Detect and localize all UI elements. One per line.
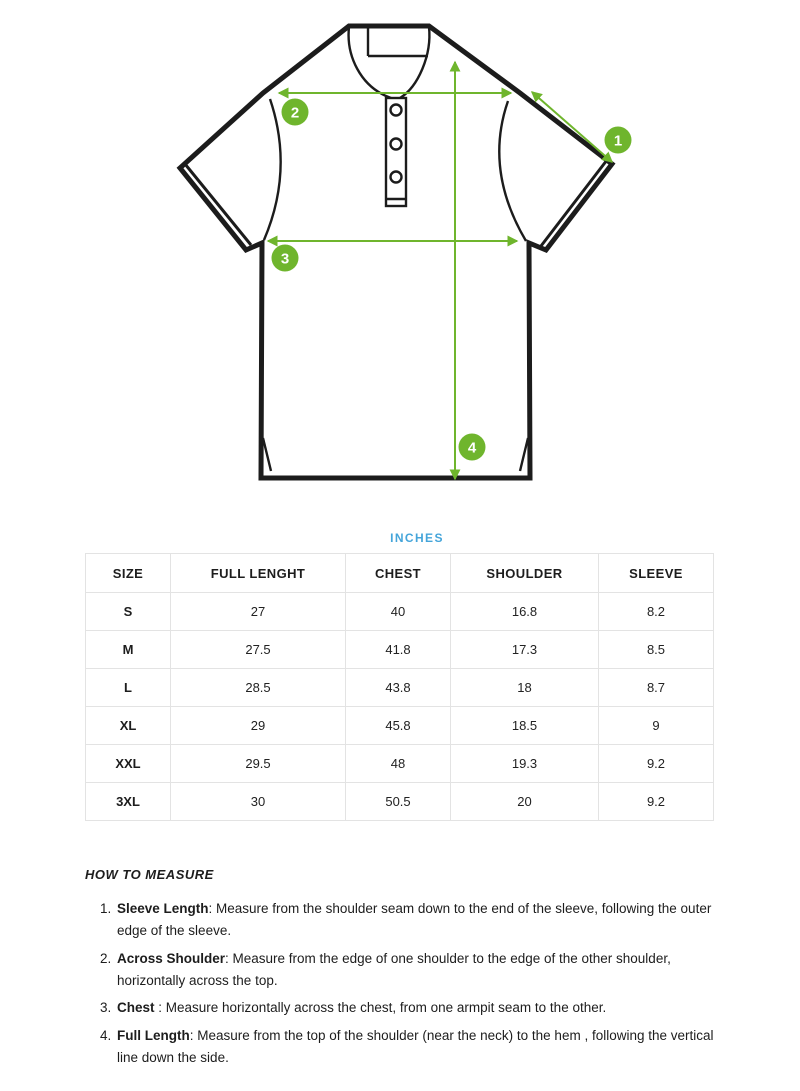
measure-text: : Measure from the top of the shoulder (…: [117, 1028, 714, 1066]
table-row: 3XL 30 50.5 20 9.2: [85, 782, 714, 821]
how-to-measure-list: Sleeve Length: Measure from the shoulder…: [85, 898, 715, 1069]
callout-1-badge: 1: [604, 126, 632, 154]
svg-text:2: 2: [291, 104, 299, 121]
table-row: S 27 40 16.8 8.2: [85, 592, 714, 631]
size-chart-table: SIZE FULL LENGHT CHEST SHOULDER SLEEVE S 27 40…: [85, 553, 714, 821]
column-header: SIZE: [85, 553, 171, 593]
left-hem-vent: [261, 437, 273, 472]
callout-4-badge: 4: [458, 433, 486, 461]
value-cell: 50.5: [345, 782, 451, 821]
value-cell: 45.8: [345, 706, 451, 745]
value-cell: 27: [170, 592, 346, 631]
size-chart-body: S 27 40 16.8 8.2 M 27.5 41.8 17.3 8.5 L 28.5 43.8 18 8…: [85, 592, 714, 821]
value-cell: 28.5: [170, 668, 346, 707]
svg-text:1: 1: [614, 132, 622, 149]
measure-instruction: Full Length: Measure from the top of the…: [115, 1025, 715, 1069]
polo-shirt-diagram: 1 2 3 4: [176, 23, 632, 481]
callout-2-badge: 2: [281, 98, 309, 126]
sleeve-arrow: [530, 91, 614, 163]
measure-term: Sleeve Length: [117, 901, 209, 916]
value-cell: 8.7: [598, 668, 714, 707]
value-cell: 30: [170, 782, 346, 821]
value-cell: 8.5: [598, 630, 714, 669]
measure-term: Chest: [117, 1000, 155, 1016]
measure-term: Full Length: [117, 1028, 190, 1044]
right-armhole-seam: [498, 100, 528, 242]
measure-instruction: Across Shoulder: Measure from the edge o…: [115, 948, 715, 992]
svg-text:3: 3: [281, 250, 289, 267]
table-row: XL 29 45.8 18.5 9: [85, 706, 714, 745]
right-hem-vent: [518, 437, 530, 472]
size-cell: S: [85, 592, 171, 631]
how-to-measure-section: HOW TO MEASURE Sleeve Length: Measure fr…: [85, 867, 715, 1069]
buttons: [389, 103, 403, 184]
column-header: SLEEVE: [598, 553, 714, 593]
value-cell: 8.2: [598, 592, 714, 631]
how-to-measure-title: HOW TO MEASURE: [85, 867, 214, 882]
value-cell: 19.3: [450, 744, 599, 783]
shirt-outline: [176, 23, 616, 481]
size-cell: 3XL: [85, 782, 171, 821]
table-row: XXL 29.5 48 19.3 9.2: [85, 744, 714, 783]
table-row: M 27.5 41.8 17.3 8.5: [85, 630, 714, 669]
value-cell: 20: [450, 782, 599, 821]
left-cuff-seam: [183, 163, 253, 246]
svg-text:4: 4: [468, 439, 477, 456]
value-cell: 18: [450, 668, 599, 707]
size-cell: XXL: [85, 744, 171, 783]
value-cell: 9: [598, 706, 714, 745]
size-chart-wrap: SIZE FULL LENGHT CHEST SHOULDER SLEEVE S 27 40…: [85, 553, 715, 821]
column-header: CHEST: [345, 553, 451, 593]
measure-instruction: Chest : Measure horizontally across the …: [115, 997, 715, 1019]
value-cell: 27.5: [170, 630, 346, 669]
diagram-area: 1 2 3 4: [0, 0, 800, 505]
value-cell: 41.8: [345, 630, 451, 669]
value-cell: 43.8: [345, 668, 451, 707]
value-cell: 40: [345, 592, 451, 631]
value-cell: 17.3: [450, 630, 599, 669]
callout-3-badge: 3: [271, 244, 299, 272]
measure-instruction: Sleeve Length: Measure from the shoulder…: [115, 898, 715, 942]
size-cell: L: [85, 668, 171, 707]
column-header: SHOULDER: [450, 553, 599, 593]
table-row: L 28.5 43.8 18 8.7: [85, 668, 714, 707]
measure-text: : Measure horizontally across the chest,…: [154, 1000, 607, 1016]
value-cell: 29.5: [170, 744, 346, 783]
right-cuff-seam: [539, 159, 609, 247]
value-cell: 29: [170, 706, 346, 745]
value-cell: 16.8: [450, 592, 599, 631]
value-cell: 48: [345, 744, 451, 783]
size-cell: M: [85, 630, 171, 669]
measure-text: : Measure from the edge of one shoulder …: [117, 950, 671, 988]
value-cell: 9.2: [598, 744, 714, 783]
value-cell: 18.5: [450, 706, 599, 745]
value-cell: 9.2: [598, 782, 714, 821]
unit-label: INCHES: [390, 531, 444, 545]
measure-term: Across Shoulder: [117, 950, 226, 966]
column-header: FULL LENGHT: [170, 553, 346, 593]
header-row: SIZE FULL LENGHT CHEST SHOULDER SLEEVE: [85, 553, 714, 593]
size-chart-header: SIZE FULL LENGHT CHEST SHOULDER SLEEVE: [85, 553, 714, 593]
measure-text: : Measure from the shoulder seam down to…: [117, 901, 712, 938]
size-cell: XL: [85, 706, 171, 745]
left-armhole-seam: [262, 98, 282, 241]
